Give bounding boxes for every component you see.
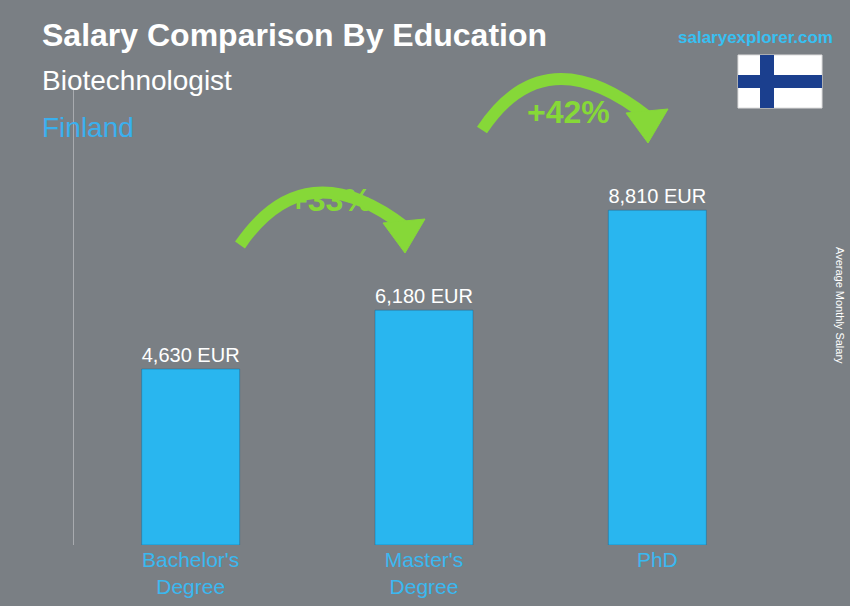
svg-text:+33%: +33% xyxy=(289,182,372,218)
svg-text:salaryexplorer.com: salaryexplorer.com xyxy=(678,28,833,47)
svg-text:+42%: +42% xyxy=(527,94,610,130)
svg-text:Finland: Finland xyxy=(42,112,134,143)
svg-text:Bachelor'sDegree: Bachelor'sDegree xyxy=(142,548,239,598)
svg-text:6,180 EUR: 6,180 EUR xyxy=(375,285,473,307)
svg-text:Salary Comparison By Education: Salary Comparison By Education xyxy=(42,17,547,53)
svg-text:PhD: PhD xyxy=(637,548,678,571)
svg-text:Biotechnologist: Biotechnologist xyxy=(42,65,232,96)
svg-text:Average Monthly Salary: Average Monthly Salary xyxy=(834,247,846,364)
svg-text:Master'sDegree: Master'sDegree xyxy=(385,548,464,598)
svg-text:4,630 EUR: 4,630 EUR xyxy=(142,344,240,366)
svg-text:8,810 EUR: 8,810 EUR xyxy=(608,185,706,207)
